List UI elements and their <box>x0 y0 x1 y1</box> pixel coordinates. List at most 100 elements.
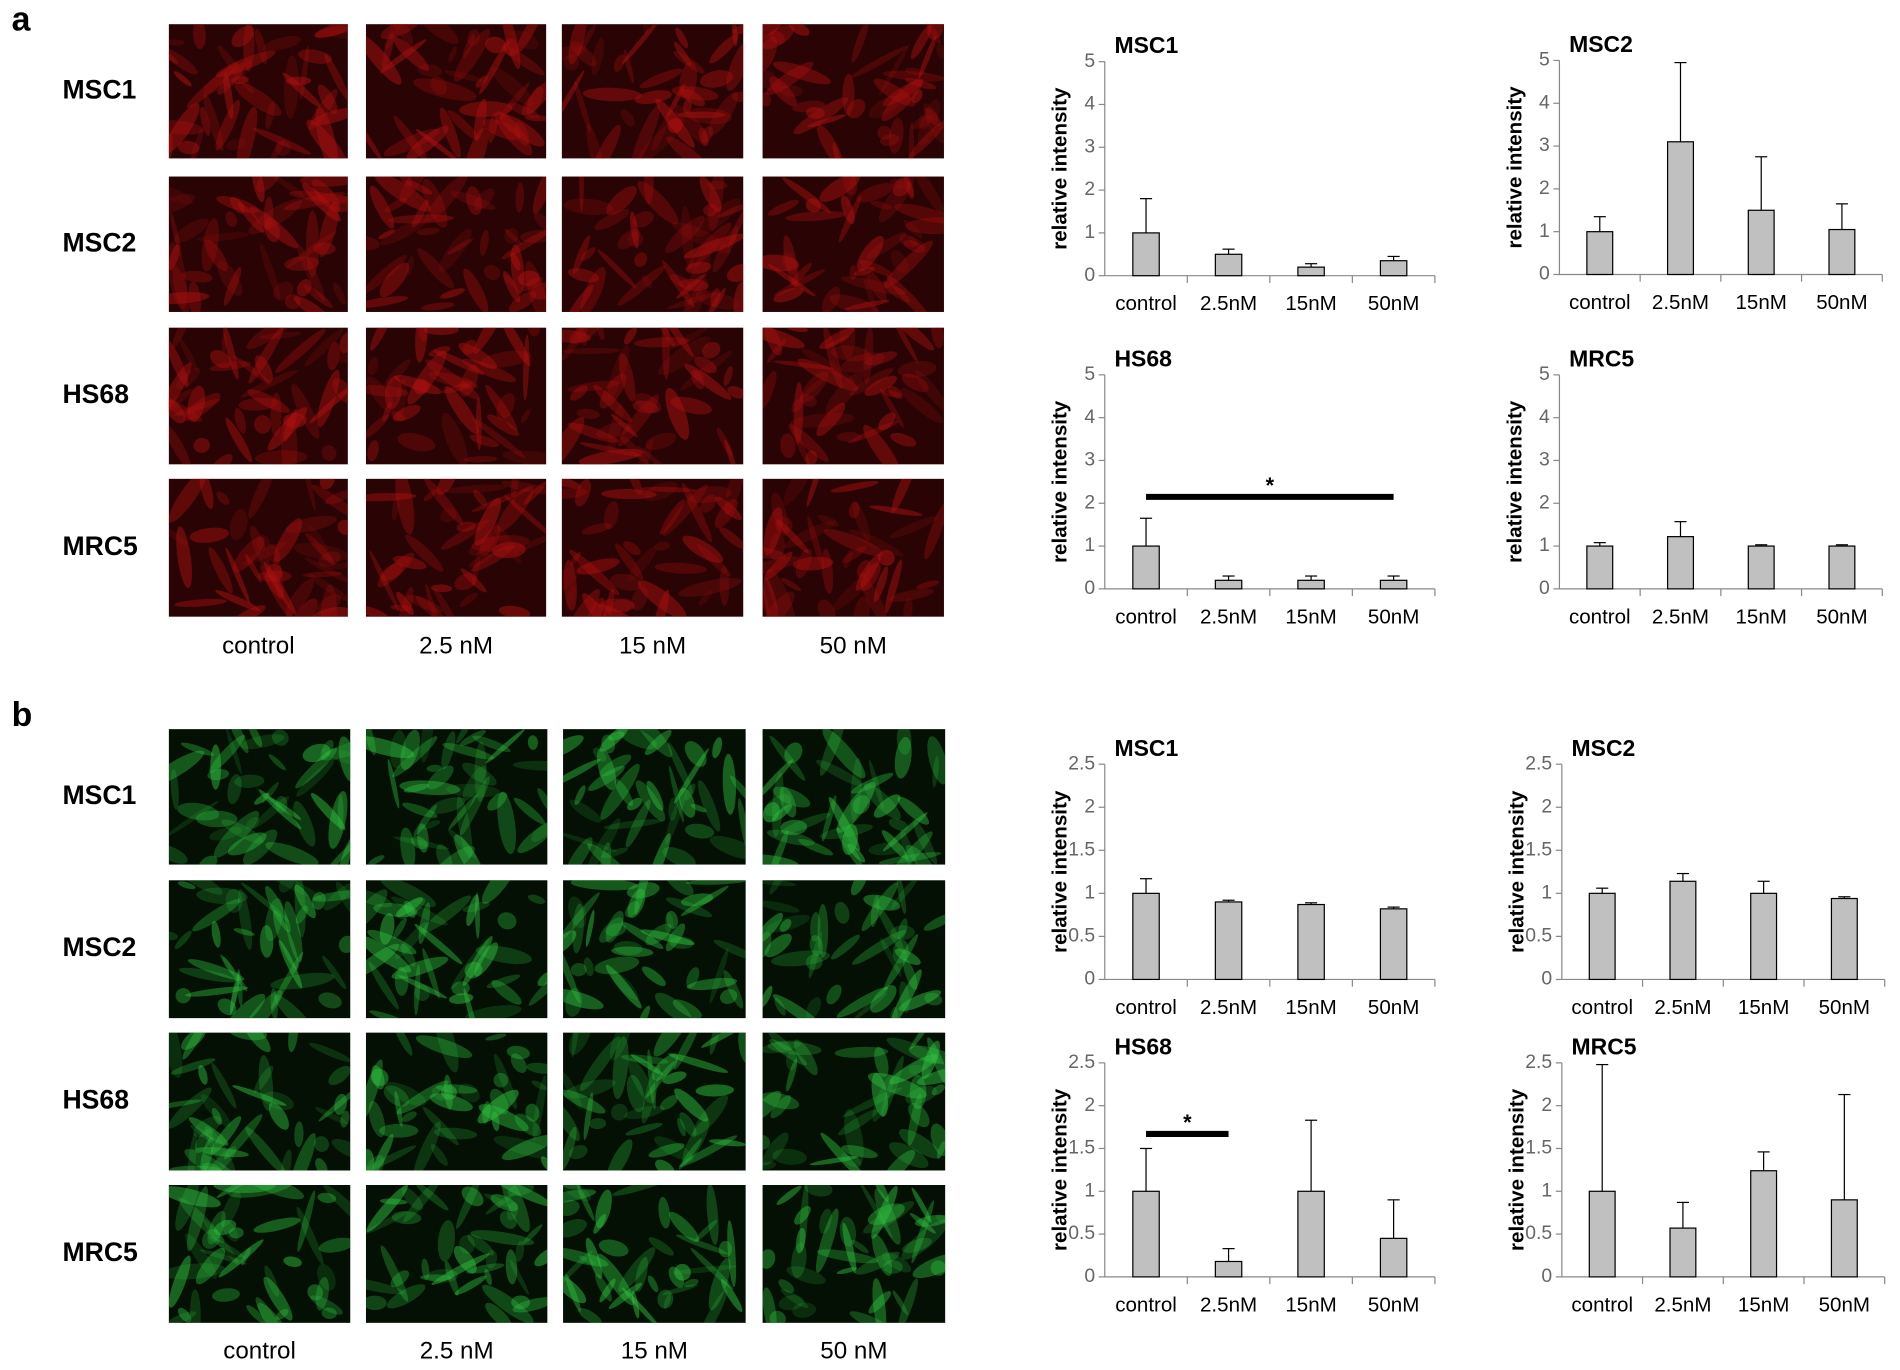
cell <box>484 1193 512 1208</box>
cell <box>209 350 232 369</box>
cell <box>695 1084 735 1097</box>
cell <box>561 70 585 126</box>
cell <box>294 880 306 938</box>
cell <box>836 432 862 442</box>
cell <box>637 1005 650 1019</box>
cell <box>309 384 348 424</box>
cells <box>168 1032 351 1171</box>
cell <box>905 845 934 865</box>
cell <box>444 70 484 82</box>
y-tick-label: 4 <box>1084 406 1095 428</box>
cell <box>433 587 459 617</box>
cell <box>289 190 348 204</box>
cell <box>365 1149 375 1171</box>
cells <box>168 880 351 1019</box>
cell <box>687 486 732 504</box>
cell <box>296 243 326 302</box>
cell <box>522 334 530 401</box>
image-bg <box>563 1184 746 1323</box>
cell <box>215 50 276 77</box>
error-bar <box>1139 1147 1153 1192</box>
cell <box>593 384 632 423</box>
cell <box>195 1147 249 1158</box>
cell <box>390 24 414 46</box>
cell <box>482 1101 491 1124</box>
cell <box>883 240 933 288</box>
cell <box>327 342 341 371</box>
cell <box>819 1208 832 1234</box>
cell <box>868 1291 892 1314</box>
cell <box>211 1062 237 1109</box>
cell <box>411 836 428 850</box>
cell <box>310 107 348 126</box>
cell <box>521 277 543 292</box>
cell <box>614 778 633 807</box>
cell <box>701 1032 746 1048</box>
bar <box>1750 892 1778 981</box>
cell <box>936 44 944 59</box>
cell <box>168 51 178 64</box>
cell <box>266 543 281 565</box>
cell <box>430 76 448 95</box>
cell <box>450 938 490 990</box>
cell <box>562 347 621 355</box>
cell <box>613 54 626 72</box>
cell <box>779 786 797 818</box>
cell <box>844 299 890 310</box>
cell <box>596 327 605 341</box>
cell <box>168 800 219 837</box>
cell <box>422 179 448 228</box>
cell <box>702 341 721 359</box>
cells <box>762 1032 946 1171</box>
cell <box>450 191 496 210</box>
cell <box>462 358 517 383</box>
cell <box>674 1263 691 1281</box>
cell <box>561 563 583 598</box>
x-tick-label: 50nM <box>1819 1293 1870 1316</box>
cell <box>682 98 692 114</box>
cell <box>270 140 285 159</box>
cell <box>188 281 202 312</box>
cell <box>604 598 633 617</box>
cell <box>502 271 521 303</box>
cell <box>382 33 394 70</box>
bar <box>1132 1190 1160 1278</box>
cell <box>283 408 298 442</box>
cell <box>266 880 322 900</box>
cell <box>726 40 744 91</box>
error-bar <box>1755 544 1768 547</box>
y-tick-label: 0.5 <box>1525 924 1552 946</box>
cell <box>279 1149 292 1171</box>
cell <box>311 484 348 519</box>
cell <box>563 1184 592 1202</box>
image-bg <box>365 478 547 617</box>
cell <box>842 1222 857 1274</box>
cell <box>518 270 540 287</box>
cell <box>441 383 474 394</box>
cell <box>537 971 548 987</box>
cell <box>772 61 831 85</box>
row-label: HS68 <box>62 379 129 409</box>
cell <box>250 526 271 572</box>
cell <box>709 1032 721 1055</box>
cell <box>255 1297 285 1323</box>
micrograph <box>563 1032 746 1171</box>
cell <box>873 566 889 603</box>
cell <box>515 24 543 54</box>
cell <box>177 802 220 821</box>
cell <box>680 885 729 917</box>
cell <box>184 1233 217 1279</box>
cell <box>417 248 454 289</box>
cell <box>240 882 290 922</box>
cell <box>587 818 621 865</box>
cell <box>210 744 222 790</box>
micrograph <box>563 1184 746 1323</box>
cell <box>504 228 519 244</box>
cell <box>640 929 695 945</box>
cell <box>392 404 421 422</box>
micrograph <box>168 478 348 617</box>
cell <box>767 1041 822 1056</box>
cell <box>439 228 472 272</box>
cell <box>637 446 669 465</box>
cell <box>473 327 506 354</box>
